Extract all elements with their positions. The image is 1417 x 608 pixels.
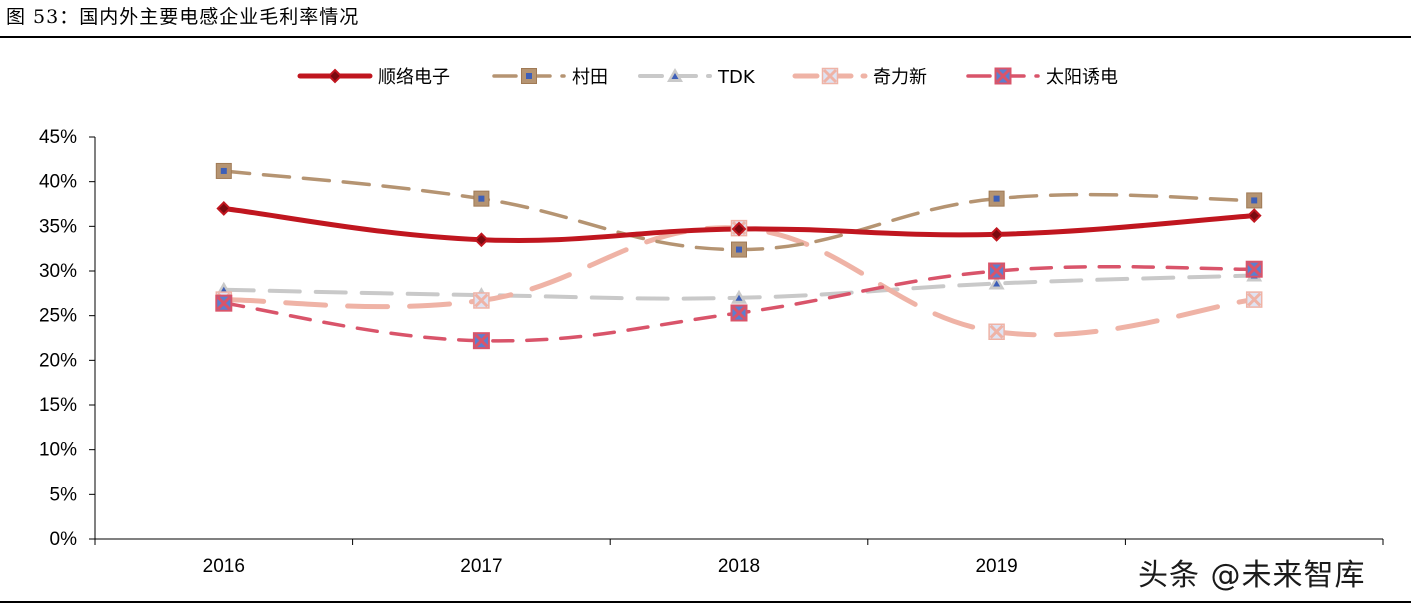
data-point-太阳诱电 xyxy=(1245,260,1263,278)
data-point-奇力新 xyxy=(1245,291,1263,308)
data-point-顺络电子 xyxy=(989,226,1005,242)
marker-core xyxy=(220,286,228,293)
watermark: 头条 @未来智库 xyxy=(1138,558,1366,593)
y-tick-label: 0% xyxy=(50,529,78,550)
legend-item-村田: 村田 xyxy=(492,67,608,88)
legend-label: TDK xyxy=(717,67,756,88)
marker-cross xyxy=(822,68,838,84)
data-point-顺络电子 xyxy=(216,201,232,216)
marker-core xyxy=(993,280,1001,287)
bottom-rule xyxy=(0,601,1411,603)
legend-item-TDK: TDK xyxy=(638,67,756,88)
data-point-太阳诱电 xyxy=(472,332,490,350)
figure-title: 图 53：国内外主要电感企业毛利率情况 xyxy=(6,6,360,28)
marker-core xyxy=(735,294,743,301)
series-markers xyxy=(215,162,1263,350)
marker-cross xyxy=(1247,292,1262,307)
marker-cross xyxy=(474,293,489,308)
marker-core xyxy=(993,195,1000,202)
y-tick-label: 5% xyxy=(50,484,78,505)
y-tick-label: 40% xyxy=(39,172,77,193)
y-tick-label: 20% xyxy=(39,350,77,371)
data-point-村田 xyxy=(473,190,490,207)
data-point-村田 xyxy=(215,162,232,179)
legend-marker xyxy=(327,68,343,84)
x-tick-label: 2017 xyxy=(460,556,502,577)
legend: 顺络电子 村田 TDK 奇力新 太阳诱电 xyxy=(297,67,1118,88)
marker-cross xyxy=(1247,262,1262,277)
legend-label: 奇力新 xyxy=(873,67,927,88)
data-point-顺络电子 xyxy=(1246,208,1262,224)
legend-item-太阳诱电: 太阳诱电 xyxy=(966,67,1118,88)
y-tick-label: 35% xyxy=(39,216,77,237)
marker-core xyxy=(526,73,532,79)
legend-label: 太阳诱电 xyxy=(1046,67,1118,88)
y-tick-label: 45% xyxy=(39,127,77,148)
y-tick-label: 10% xyxy=(39,440,77,461)
marker-cross xyxy=(989,263,1004,279)
marker-cross xyxy=(731,305,747,321)
data-point-村田 xyxy=(988,190,1005,207)
marker-core xyxy=(1251,197,1258,204)
data-point-顺络电子 xyxy=(731,221,747,237)
marker-cross xyxy=(995,68,1011,84)
legend-marker xyxy=(521,68,537,84)
marker-cross xyxy=(474,333,489,348)
axes: 0% 5% 10% 15% 20% 25% 30% 35% 40% 45% 2016 2017 2018… xyxy=(39,127,1384,577)
marker-cross xyxy=(216,296,231,311)
top-rule xyxy=(0,36,1411,38)
data-point-村田 xyxy=(1246,192,1263,209)
marker-core xyxy=(220,167,227,174)
data-point-TDK xyxy=(731,289,747,304)
legend-label: 顺络电子 xyxy=(378,67,450,88)
y-tick-label: 15% xyxy=(39,395,77,416)
series-line-村田 xyxy=(222,169,1256,252)
x-tick-label: 2018 xyxy=(718,556,760,577)
legend-item-顺络电子: 顺络电子 xyxy=(297,67,450,88)
x-tick-label: 2016 xyxy=(203,556,245,577)
x-tick-label: 2019 xyxy=(975,556,1017,577)
y-tick-label: 25% xyxy=(39,306,77,327)
marker-core xyxy=(736,246,742,253)
data-point-顺络电子 xyxy=(473,232,489,248)
data-point-太阳诱电 xyxy=(730,304,748,322)
data-point-村田 xyxy=(731,241,747,258)
legend-label: 村田 xyxy=(572,67,608,88)
data-point-太阳诱电 xyxy=(215,294,233,312)
legend-marker xyxy=(994,67,1012,85)
legend-marker xyxy=(821,67,839,85)
marker-core xyxy=(478,195,485,202)
marker-cross xyxy=(989,324,1004,339)
marker-core xyxy=(671,73,679,79)
y-tick-label: 30% xyxy=(39,261,77,282)
data-point-太阳诱电 xyxy=(988,262,1006,280)
legend-marker xyxy=(667,68,683,82)
data-point-TDK xyxy=(988,275,1005,290)
data-point-奇力新 xyxy=(473,292,490,309)
data-point-奇力新 xyxy=(988,323,1005,340)
legend-item-奇力新: 奇力新 xyxy=(792,67,927,88)
